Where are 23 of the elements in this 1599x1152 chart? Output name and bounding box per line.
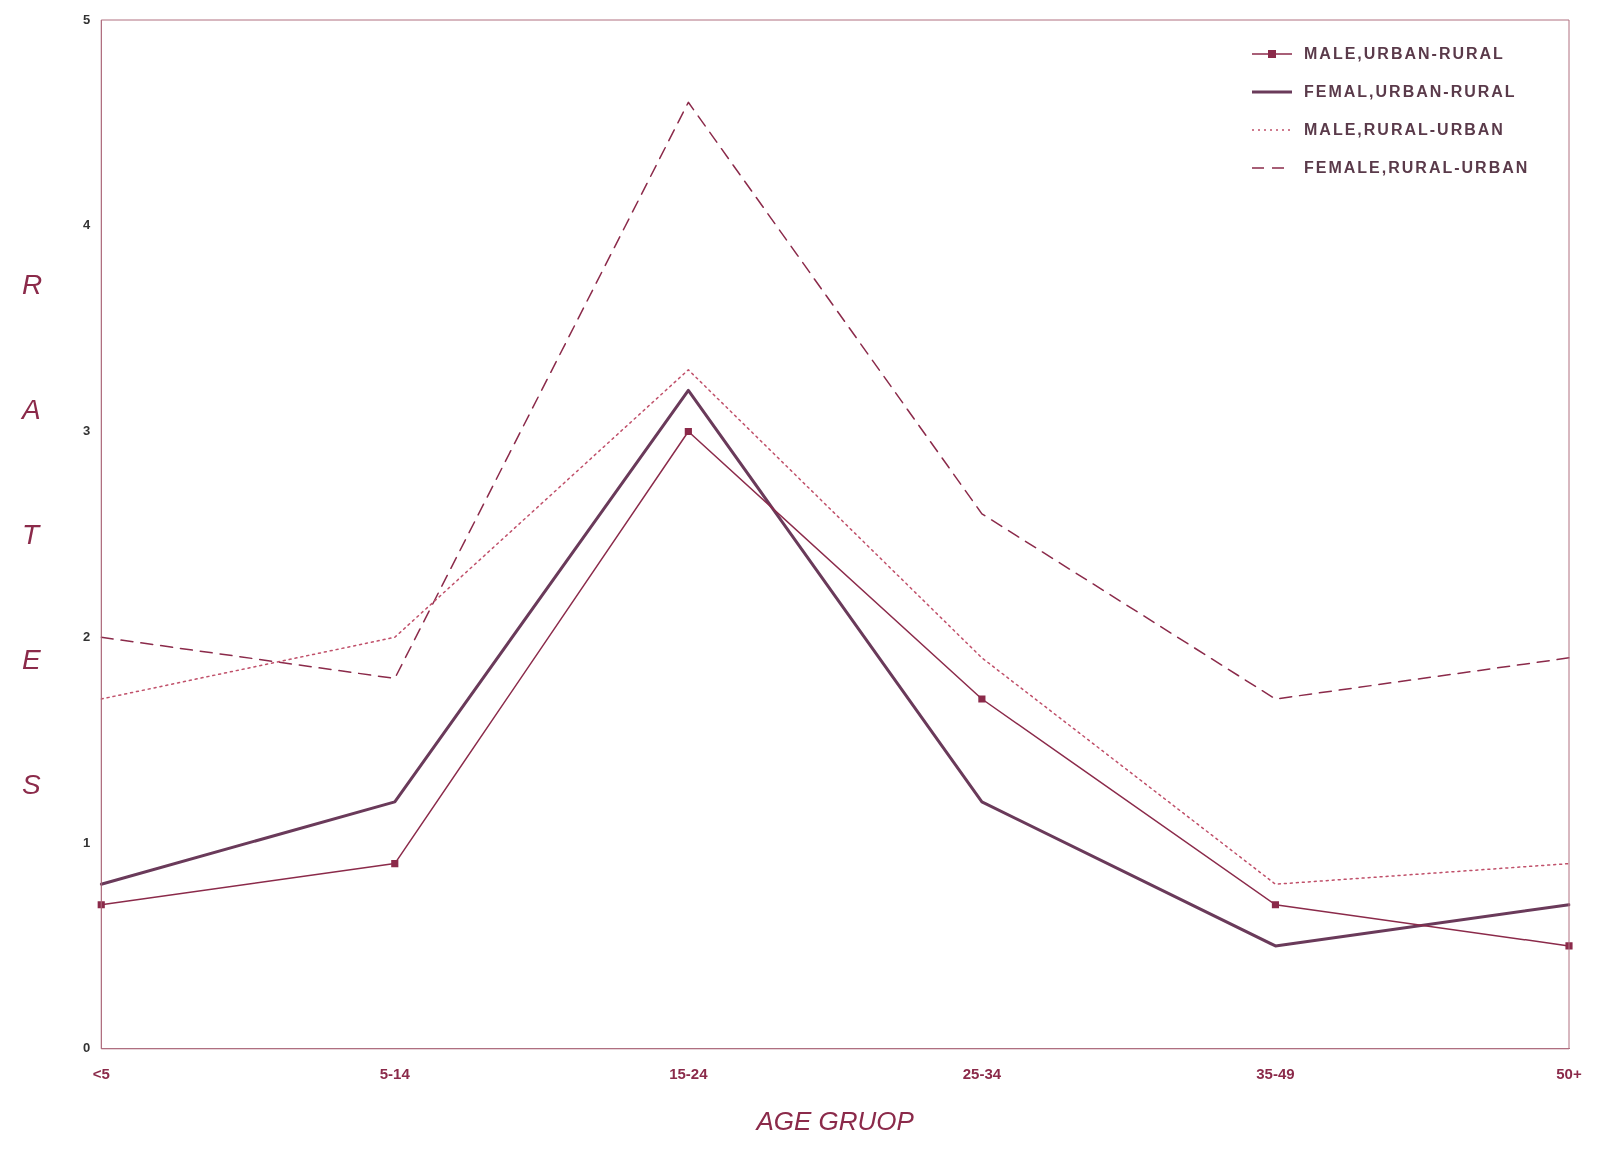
x-tick-label: 15-24 <box>669 1064 709 1082</box>
y-tick-label: 4 <box>83 217 91 233</box>
point <box>684 427 692 436</box>
y-tick-label: 0 <box>83 1040 91 1056</box>
x-tick-label: 5-14 <box>379 1064 411 1082</box>
line-series <box>100 101 1570 700</box>
legend-label: MALE,URBAN-RURAL <box>1304 45 1505 63</box>
x-tick-label: 35-49 <box>1256 1064 1295 1082</box>
x-tick-label: <5 <box>92 1064 110 1082</box>
y-tick-label: 5 <box>83 11 91 27</box>
legend-label: MALE,RURAL-URBAN <box>1304 121 1505 139</box>
point <box>391 860 399 868</box>
point <box>1271 901 1280 909</box>
y-tick-label: 3 <box>83 423 91 439</box>
legend-label: FEMAL,URBAN-RURAL <box>1304 83 1517 101</box>
legend-label: FEMALE,RURAL-URBAN <box>1304 159 1530 177</box>
x-tick-label: 50+ <box>1556 1064 1582 1082</box>
y-tick-label: 2 <box>83 628 91 644</box>
y-tick-label: 1 <box>83 834 91 850</box>
x-tick-label: 25-34 <box>962 1064 1002 1082</box>
x-axis-title: AGE GRUOP <box>754 1105 915 1136</box>
point <box>978 695 986 703</box>
text: RATES <box>22 268 43 800</box>
